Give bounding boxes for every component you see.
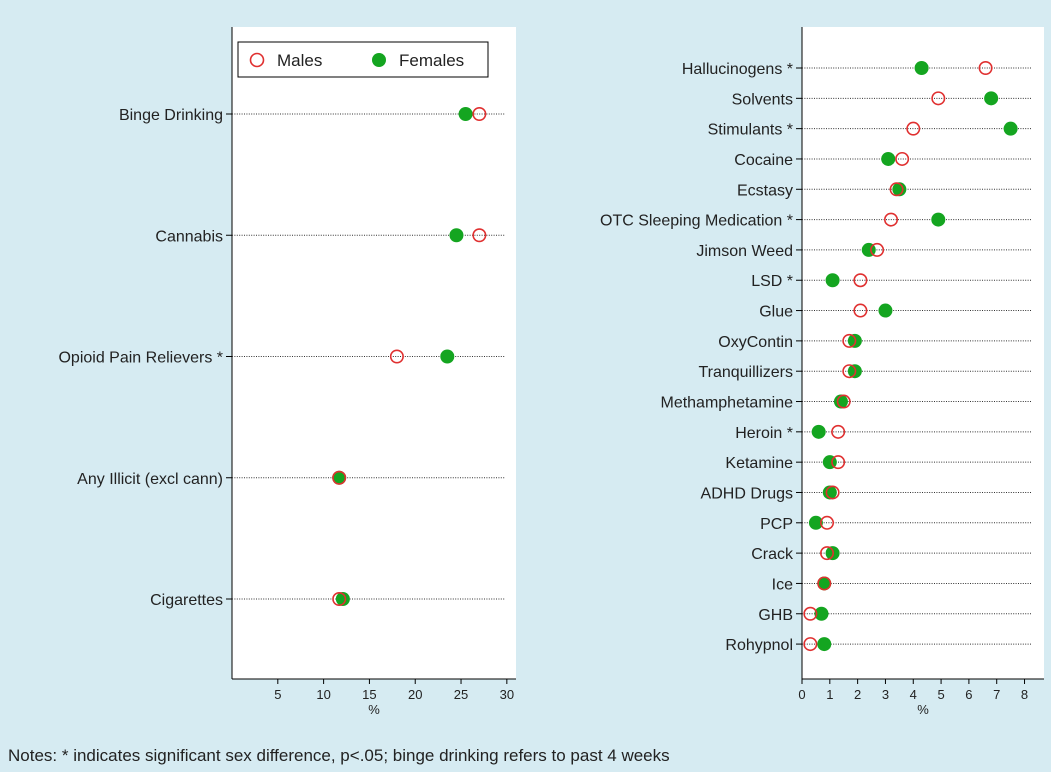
female-point-cannabis — [449, 228, 464, 243]
x-axis-label: % — [368, 702, 380, 717]
male-point-stimulants — [906, 121, 921, 136]
legend-box — [237, 41, 489, 78]
female-point-glue — [878, 303, 893, 318]
x-tick-label: 25 — [454, 687, 468, 702]
category-label-heroin: Heroin * — [735, 425, 793, 442]
male-point-rohypnol — [803, 637, 818, 652]
legend-males-label: Males — [277, 51, 322, 70]
plot-area — [232, 27, 516, 679]
plot-area — [802, 27, 1044, 679]
x-tick-label: 3 — [882, 687, 889, 702]
female-point-ice — [817, 576, 832, 591]
x-tick-label: 8 — [1021, 687, 1028, 702]
legend-females-label: Females — [399, 51, 464, 70]
x-tick-label: 2 — [854, 687, 861, 702]
male-point-adhd-drugs — [825, 485, 840, 500]
male-point-cigarettes — [332, 591, 347, 606]
male-point-solvents — [931, 91, 946, 106]
female-point-solvents — [984, 91, 999, 106]
legend: Males Females — [237, 41, 489, 78]
male-point-lsd — [853, 273, 868, 288]
male-point-any-illicit-excl-cann — [332, 470, 347, 485]
category-label-any-illicit-excl-cann: Any Illicit (excl cann) — [77, 471, 223, 488]
x-tick-label: 30 — [500, 687, 514, 702]
category-label-lsd: LSD * — [751, 273, 793, 290]
category-label-cigarettes: Cigarettes — [150, 592, 223, 609]
male-point-ghb — [803, 606, 818, 621]
female-point-lsd — [825, 273, 840, 288]
category-label-methamphetamine: Methamphetamine — [660, 395, 793, 412]
female-point-ghb — [814, 606, 829, 621]
female-point-rohypnol — [817, 637, 832, 652]
female-point-cocaine — [881, 151, 896, 166]
category-label-rohypnol: Rohypnol — [725, 637, 793, 654]
male-point-ice — [817, 576, 832, 591]
male-point-glue — [853, 303, 868, 318]
category-label-cannabis: Cannabis — [155, 228, 223, 245]
female-point-otc-sleeping-medication — [931, 212, 946, 227]
category-label-adhd-drugs: ADHD Drugs — [701, 485, 793, 502]
female-point-adhd-drugs — [822, 485, 837, 500]
x-tick-label: 6 — [965, 687, 972, 702]
female-point-methamphetamine — [833, 394, 848, 409]
male-point-pcp — [820, 515, 835, 530]
notes-text: Notes: * indicates significant sex diffe… — [8, 746, 670, 765]
category-label-ecstasy: Ecstasy — [737, 182, 793, 199]
male-point-heroin — [831, 424, 846, 439]
female-point-ecstasy — [892, 182, 907, 197]
category-label-otc-sleeping-medication: OTC Sleeping Medication * — [600, 213, 793, 230]
female-point-pcp — [808, 515, 823, 530]
x-tick-label: 20 — [408, 687, 422, 702]
x-tick-label: 0 — [798, 687, 805, 702]
male-point-opioid-pain-relievers — [389, 349, 404, 364]
female-point-opioid-pain-relievers — [440, 349, 455, 364]
x-axis-label: % — [917, 702, 929, 717]
female-point-cigarettes — [335, 592, 350, 606]
category-label-pcp: PCP — [760, 516, 793, 533]
category-label-binge-drinking: Binge Drinking — [119, 107, 223, 124]
category-label-jimson-weed: Jimson Weed — [696, 243, 793, 260]
category-label-ice: Ice — [772, 576, 793, 593]
right-panel: 0 1 2 3 4 5 6 7 8% Hallucinogens * Solvents Stimula… — [600, 27, 1044, 717]
category-label-crack: Crack — [751, 546, 794, 563]
category-label-solvents: Solvents — [732, 91, 793, 108]
x-tick-label: 10 — [316, 687, 330, 702]
left-panel: 5 10 15 20 25 30% Binge Drinking Cannabis Opioid… — [58, 27, 516, 717]
female-point-stimulants — [1003, 121, 1018, 136]
male-point-ecstasy — [889, 182, 904, 197]
male-point-cannabis — [472, 228, 487, 243]
category-label-stimulants: Stimulants * — [708, 122, 793, 139]
x-tick-label: 5 — [937, 687, 944, 702]
male-point-jimson-weed — [870, 242, 885, 257]
male-point-crack — [820, 546, 835, 561]
female-point-hallucinogens — [914, 61, 929, 75]
male-point-methamphetamine — [836, 394, 851, 409]
x-tick-label: 15 — [362, 687, 376, 702]
category-label-hallucinogens: Hallucinogens * — [682, 61, 793, 78]
legend-males-marker — [249, 52, 265, 68]
male-point-hallucinogens — [978, 60, 993, 75]
category-label-ghb: GHB — [758, 607, 793, 624]
category-label-oxycontin: OxyContin — [718, 334, 793, 351]
category-label-tranquillizers: Tranquillizers — [698, 364, 793, 381]
female-point-binge-drinking — [458, 107, 473, 121]
x-tick-label: 4 — [910, 687, 917, 702]
x-tick-label: 5 — [274, 687, 281, 702]
category-label-ketamine: Ketamine — [725, 455, 793, 472]
category-label-opioid-pain-relievers: Opioid Pain Relievers * — [58, 350, 223, 367]
male-point-cocaine — [895, 151, 910, 166]
category-label-cocaine: Cocaine — [734, 152, 793, 169]
male-point-ketamine — [831, 455, 846, 470]
male-point-otc-sleeping-medication — [884, 212, 899, 227]
female-point-heroin — [811, 424, 826, 439]
female-point-any-illicit-excl-cann — [332, 470, 347, 485]
legend-females-marker — [372, 53, 386, 67]
male-point-binge-drinking — [472, 107, 487, 122]
x-tick-label: 1 — [826, 687, 833, 702]
male-point-oxycontin — [842, 333, 857, 348]
category-label-glue: Glue — [759, 304, 793, 321]
male-point-tranquillizers — [842, 364, 857, 379]
x-tick-label: 7 — [993, 687, 1000, 702]
